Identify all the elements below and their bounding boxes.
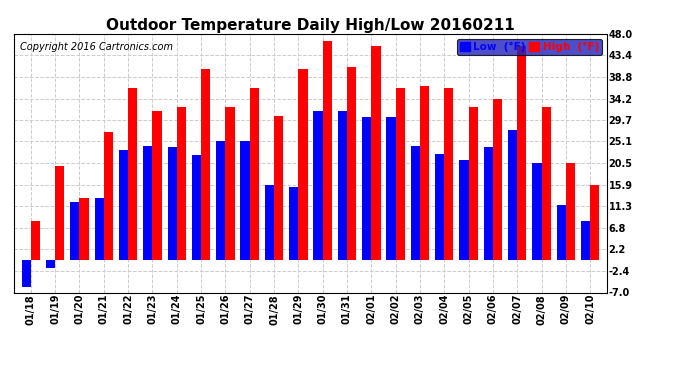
Bar bbox=[581, 221, 590, 260]
Bar bbox=[55, 166, 64, 260]
Bar bbox=[337, 111, 347, 260]
Bar bbox=[168, 147, 177, 260]
Bar bbox=[313, 111, 323, 260]
Bar bbox=[265, 185, 274, 260]
Bar bbox=[201, 69, 210, 260]
Bar bbox=[95, 198, 103, 260]
Bar bbox=[144, 146, 152, 260]
Bar bbox=[250, 88, 259, 260]
Bar bbox=[484, 147, 493, 260]
Bar bbox=[152, 111, 161, 260]
Bar bbox=[128, 88, 137, 260]
Bar bbox=[395, 88, 405, 260]
Bar bbox=[362, 117, 371, 260]
Bar bbox=[557, 206, 566, 260]
Bar bbox=[590, 185, 600, 260]
Bar bbox=[518, 45, 526, 260]
Bar bbox=[70, 202, 79, 259]
Bar bbox=[371, 45, 381, 260]
Bar bbox=[46, 260, 55, 268]
Bar bbox=[532, 163, 542, 260]
Bar bbox=[460, 160, 469, 260]
Bar bbox=[289, 187, 298, 260]
Title: Outdoor Temperature Daily High/Low 20160211: Outdoor Temperature Daily High/Low 20160… bbox=[106, 18, 515, 33]
Bar bbox=[274, 116, 284, 260]
Bar bbox=[386, 117, 395, 260]
Text: Copyright 2016 Cartronics.com: Copyright 2016 Cartronics.com bbox=[20, 42, 172, 51]
Bar bbox=[420, 86, 429, 260]
Bar bbox=[347, 67, 356, 260]
Bar bbox=[542, 106, 551, 260]
Bar bbox=[119, 150, 128, 260]
Bar bbox=[31, 221, 40, 260]
Bar bbox=[566, 163, 575, 260]
Bar bbox=[435, 154, 444, 260]
Bar bbox=[493, 99, 502, 260]
Bar bbox=[177, 106, 186, 260]
Bar bbox=[104, 132, 113, 260]
Bar bbox=[508, 130, 518, 260]
Bar bbox=[226, 106, 235, 260]
Bar bbox=[298, 69, 308, 260]
Bar bbox=[192, 154, 201, 260]
Legend: Low  (°F), High  (°F): Low (°F), High (°F) bbox=[457, 39, 602, 55]
Bar bbox=[444, 88, 453, 260]
Bar bbox=[411, 146, 420, 260]
Bar bbox=[216, 141, 226, 260]
Bar bbox=[21, 260, 31, 287]
Bar bbox=[240, 141, 250, 260]
Bar bbox=[469, 106, 477, 260]
Bar bbox=[79, 198, 89, 260]
Bar bbox=[323, 41, 332, 260]
